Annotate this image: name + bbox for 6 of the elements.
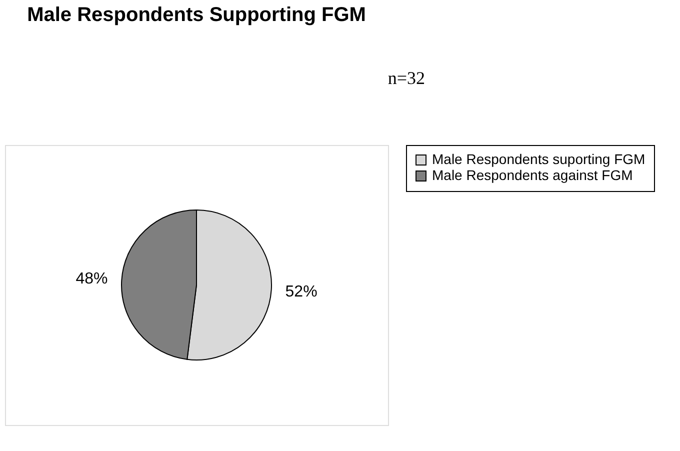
- data-label: 48%: [76, 270, 108, 288]
- legend-label: Male Respondents suporting FGM: [432, 151, 646, 167]
- legend-label: Male Respondents against FGM: [432, 167, 633, 183]
- text: n=32: [388, 68, 425, 88]
- data-label: 52%: [285, 284, 318, 301]
- chart-title: Male Respondents Supporting FGM: [27, 4, 366, 26]
